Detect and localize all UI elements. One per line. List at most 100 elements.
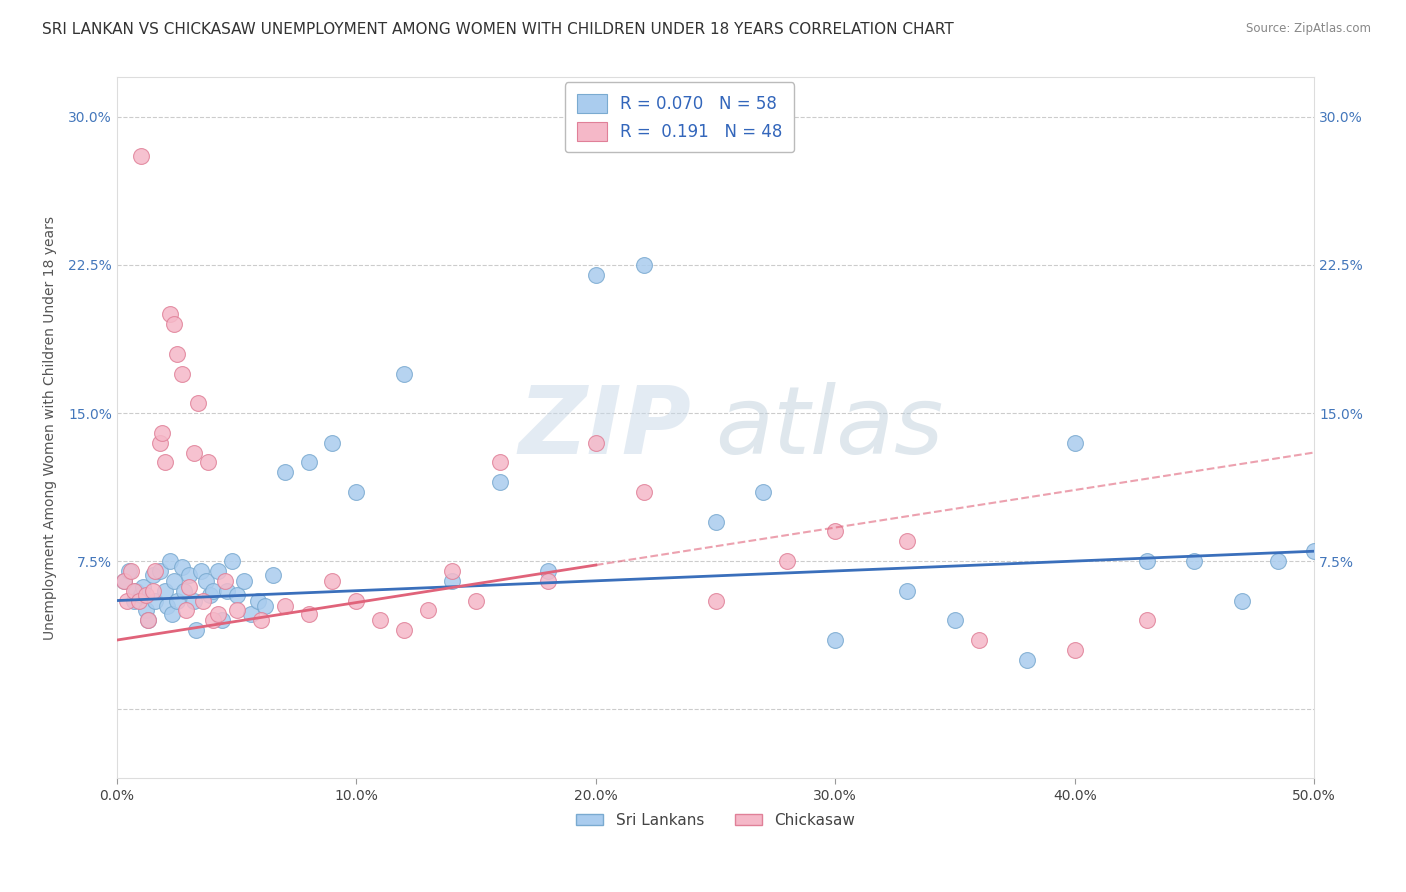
Point	[187, 396, 209, 410]
Point	[465, 593, 488, 607]
Point	[297, 607, 319, 622]
Legend: Sri Lankans, Chickasaw: Sri Lankans, Chickasaw	[569, 806, 862, 834]
Point	[1015, 653, 1038, 667]
Point	[249, 613, 271, 627]
Point	[214, 574, 236, 588]
Point	[633, 485, 655, 500]
Point	[153, 583, 176, 598]
Point	[441, 574, 464, 588]
Point	[129, 588, 152, 602]
Point	[170, 560, 193, 574]
Point	[200, 588, 222, 602]
Point	[201, 583, 224, 598]
Point	[112, 574, 135, 588]
Point	[152, 425, 174, 440]
Point	[585, 435, 607, 450]
Text: SRI LANKAN VS CHICKASAW UNEMPLOYMENT AMONG WOMEN WITH CHILDREN UNDER 18 YEARS CO: SRI LANKAN VS CHICKASAW UNEMPLOYMENT AMO…	[42, 22, 953, 37]
Point	[1063, 643, 1085, 657]
Point	[344, 485, 367, 500]
Point	[704, 515, 727, 529]
Point	[967, 633, 990, 648]
Point	[135, 603, 157, 617]
Point	[585, 268, 607, 282]
Point	[118, 564, 141, 578]
Point	[394, 367, 416, 381]
Point	[143, 564, 166, 578]
Point	[135, 588, 157, 602]
Point	[183, 445, 205, 459]
Point	[217, 583, 239, 598]
Point	[633, 258, 655, 272]
Text: ZIP: ZIP	[519, 382, 692, 474]
Point	[112, 574, 135, 588]
Point	[153, 455, 176, 469]
Point	[183, 593, 205, 607]
Point	[143, 593, 166, 607]
Point	[1232, 593, 1254, 607]
Point	[247, 593, 270, 607]
Point	[166, 593, 188, 607]
Point	[177, 568, 200, 582]
Point	[197, 455, 219, 469]
Point	[128, 593, 150, 607]
Point	[441, 564, 464, 578]
Point	[201, 613, 224, 627]
Point	[120, 564, 142, 578]
Point	[159, 307, 181, 321]
Point	[1063, 435, 1085, 450]
Point	[129, 149, 152, 163]
Point	[170, 367, 193, 381]
Point	[225, 588, 247, 602]
Point	[160, 607, 183, 622]
Point	[207, 607, 229, 622]
Point	[176, 603, 198, 617]
Point	[896, 534, 918, 549]
Point	[344, 593, 367, 607]
Point	[221, 554, 243, 568]
Text: atlas: atlas	[716, 383, 943, 474]
Text: Source: ZipAtlas.com: Source: ZipAtlas.com	[1246, 22, 1371, 36]
Point	[418, 603, 440, 617]
Point	[211, 613, 233, 627]
Point	[232, 574, 254, 588]
Point	[1303, 544, 1326, 558]
Y-axis label: Unemployment Among Women with Children Under 18 years: Unemployment Among Women with Children U…	[44, 216, 58, 640]
Point	[142, 568, 165, 582]
Point	[943, 613, 966, 627]
Point	[166, 347, 188, 361]
Point	[273, 599, 295, 614]
Point	[489, 455, 512, 469]
Point	[537, 574, 560, 588]
Point	[824, 633, 846, 648]
Point	[184, 623, 207, 637]
Point	[142, 583, 165, 598]
Point	[194, 574, 217, 588]
Point	[273, 465, 295, 479]
Point	[136, 613, 159, 627]
Point	[115, 593, 138, 607]
Point	[321, 574, 343, 588]
Point	[321, 435, 343, 450]
Point	[776, 554, 799, 568]
Point	[156, 599, 179, 614]
Point	[537, 564, 560, 578]
Point	[177, 580, 200, 594]
Point	[122, 583, 145, 598]
Point	[163, 317, 186, 331]
Point	[163, 574, 186, 588]
Point	[824, 524, 846, 539]
Point	[225, 603, 247, 617]
Point	[262, 568, 284, 582]
Point	[159, 554, 181, 568]
Point	[240, 607, 263, 622]
Point	[1267, 554, 1289, 568]
Point	[207, 564, 229, 578]
Point	[190, 564, 212, 578]
Point	[254, 599, 277, 614]
Point	[1135, 554, 1157, 568]
Point	[125, 583, 148, 598]
Point	[191, 593, 214, 607]
Point	[1184, 554, 1206, 568]
Point	[752, 485, 775, 500]
Point	[1135, 613, 1157, 627]
